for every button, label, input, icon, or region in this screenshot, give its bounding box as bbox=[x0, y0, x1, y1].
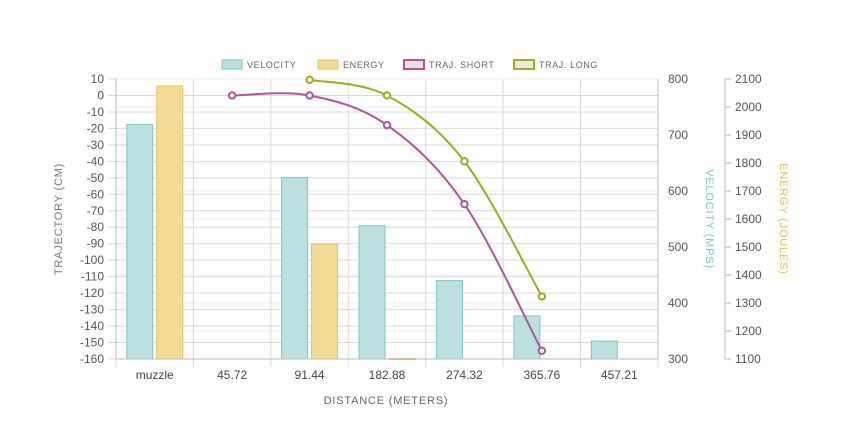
traj-shortpoint bbox=[382, 120, 392, 130]
energybar bbox=[311, 243, 339, 360]
trajectory-tick-label: -120 bbox=[80, 286, 104, 300]
energy-tick-label: 2000 bbox=[735, 100, 762, 114]
x-tick-label: 182.88 bbox=[369, 368, 406, 382]
legend-label-traj-long: TRAJ. LONG bbox=[539, 60, 598, 70]
trajectory-tick-label: -150 bbox=[80, 336, 104, 350]
energy-tick-label: 1600 bbox=[735, 212, 762, 226]
energybar bbox=[156, 85, 184, 360]
trajectory-tick-label: -50 bbox=[87, 171, 105, 185]
velocity-tick-label: 400 bbox=[668, 296, 688, 310]
traj-longline bbox=[309, 78, 543, 297]
velocity-tick-label: 600 bbox=[668, 184, 688, 198]
energy-tick-label: 1400 bbox=[735, 268, 762, 282]
trajectory-axis-title: TRAJECTORY (CM) bbox=[53, 163, 65, 275]
x-axis-title: DISTANCE (METERS) bbox=[324, 395, 449, 407]
legend: VELOCITY ENERGY TRAJ. SHORT TRAJ. LONG bbox=[221, 59, 598, 70]
energy-axis-title: ENERGY (JOULES) bbox=[777, 163, 789, 274]
trajectory-tick-label: -30 bbox=[87, 138, 105, 152]
legend-swatch-velocity bbox=[221, 59, 243, 70]
legend-label-energy: ENERGY bbox=[343, 60, 385, 70]
velocitybar bbox=[435, 280, 463, 360]
x-tick-label: 274.32 bbox=[446, 368, 483, 382]
traj-longpoint bbox=[382, 91, 392, 100]
traj-longpoint bbox=[305, 75, 314, 85]
energy-tick-label: 2100 bbox=[735, 72, 762, 86]
velocity-tick-label: 700 bbox=[668, 128, 688, 142]
energy-tick-label: 1300 bbox=[735, 296, 762, 310]
velocitybar bbox=[590, 340, 618, 360]
axes: 10 0 -10 -20 -30 -40 -50 -60 -70 -80 -90 -100 -110 -1… bbox=[80, 72, 762, 382]
traj-shortpoint bbox=[305, 91, 314, 100]
trajectory-tick-label: -100 bbox=[80, 253, 104, 267]
energy-tick-label: 1700 bbox=[735, 184, 762, 198]
legend-label-traj-short: TRAJ. SHORT bbox=[429, 60, 494, 70]
traj-longpoint bbox=[537, 292, 547, 301]
x-tick-label: 457.21 bbox=[601, 368, 638, 382]
trajectory-tick-label: -140 bbox=[80, 319, 104, 333]
velocity-tick-label: 800 bbox=[668, 72, 688, 86]
traj-shortpoint bbox=[460, 199, 469, 209]
energy-tick-label: 1900 bbox=[735, 128, 762, 142]
x-tick-label: 91.44 bbox=[295, 368, 325, 382]
x-tick-label: 45.72 bbox=[217, 368, 247, 382]
legend-label-velocity: VELOCITY bbox=[247, 60, 296, 70]
traj-shortpoint bbox=[537, 346, 547, 355]
velocity-axis-title: VELOCITY (MPS) bbox=[703, 169, 715, 269]
trajectory-tick-label: -40 bbox=[87, 154, 105, 168]
velocitybar bbox=[281, 177, 309, 360]
energy-tick-label: 1500 bbox=[735, 240, 762, 254]
traj-shortline bbox=[232, 92, 543, 352]
trajectory-tick-label: -80 bbox=[87, 220, 105, 234]
legend-swatch-traj-long bbox=[513, 59, 535, 70]
trajectory-tick-label: -70 bbox=[87, 204, 105, 218]
velocity-tick-label: 500 bbox=[668, 240, 688, 254]
x-tick-label: 365.76 bbox=[524, 368, 561, 382]
energy-tick-label: 1100 bbox=[735, 352, 761, 366]
energy-tick-label: 1800 bbox=[735, 156, 762, 170]
traj-longpoint bbox=[460, 157, 469, 166]
bar-series bbox=[126, 85, 618, 360]
x-tick-label: muzzle bbox=[136, 368, 174, 382]
trajectory-tick-label: 0 bbox=[97, 88, 104, 102]
trajectory-tick-label: -110 bbox=[81, 270, 104, 284]
velocity-tick-label: 300 bbox=[668, 352, 688, 366]
energy-tick-label: 1200 bbox=[735, 324, 762, 338]
traj-shortpoint bbox=[227, 91, 237, 100]
legend-swatch-traj-short bbox=[403, 59, 425, 70]
trajectory-tick-label: -20 bbox=[87, 121, 105, 135]
velocitybar bbox=[126, 123, 154, 360]
legend-swatch-energy bbox=[317, 59, 339, 70]
velocitybar bbox=[358, 225, 386, 360]
trajectory-tick-label: -130 bbox=[80, 303, 104, 317]
trajectory-tick-label: -160 bbox=[80, 352, 104, 366]
trajectory-tick-label: 10 bbox=[91, 72, 105, 86]
line-series bbox=[227, 75, 547, 355]
trajectory-tick-label: -10 bbox=[87, 105, 105, 119]
trajectory-tick-label: -90 bbox=[87, 237, 105, 251]
trajectory-tick-label: -60 bbox=[87, 187, 105, 201]
